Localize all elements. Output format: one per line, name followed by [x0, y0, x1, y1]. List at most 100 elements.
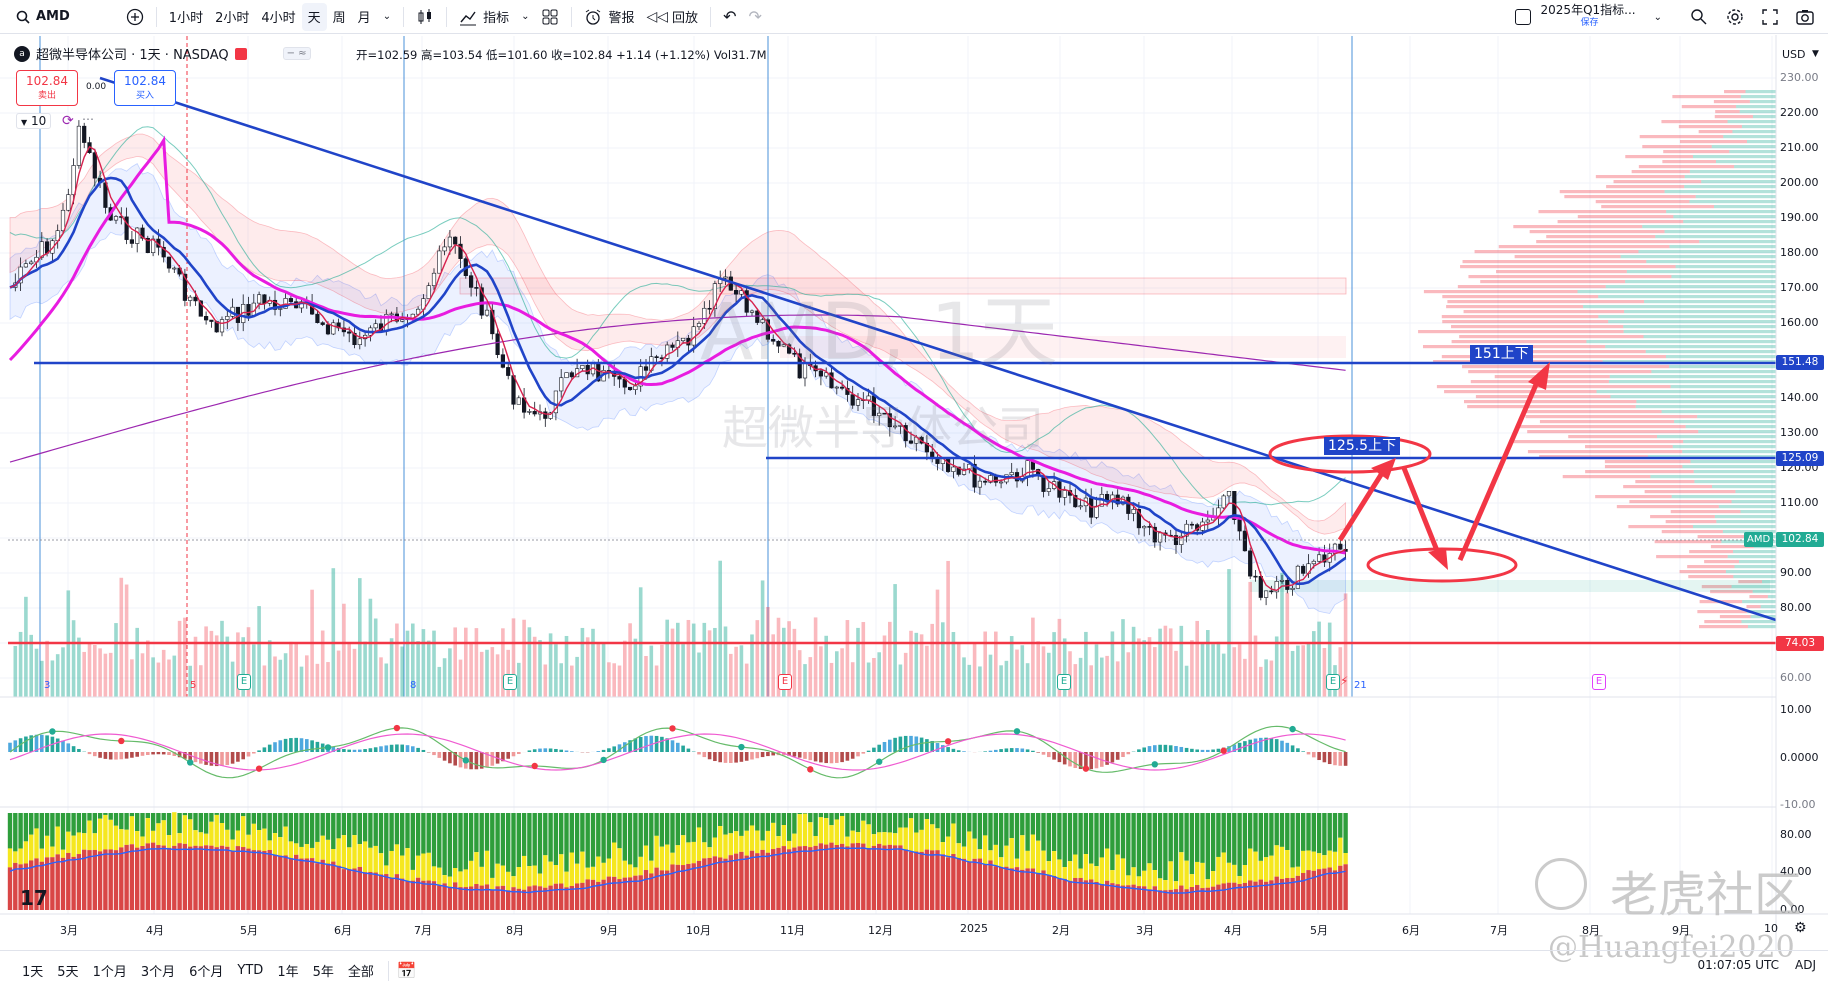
interval-dropdown[interactable]: ⌄ — [377, 3, 397, 31]
osc-red-segment — [1226, 882, 1232, 910]
price-chart[interactable] — [0, 0, 1828, 950]
compare-button[interactable] — [120, 3, 150, 31]
adj-toggle[interactable]: ADJ — [1795, 958, 1816, 972]
macd-line — [9, 725, 1346, 779]
osc-red-segment — [998, 867, 1004, 910]
interval-1w[interactable]: 周 — [332, 11, 346, 26]
time-tick: 7月 — [1490, 924, 1508, 937]
osc-red-segment — [145, 843, 150, 910]
annotation-151[interactable]: 151上下 — [1470, 345, 1533, 363]
range-1y[interactable]: 1年 — [277, 965, 299, 980]
osc-green-segment — [765, 813, 771, 831]
fullscreen-button[interactable] — [1756, 3, 1784, 31]
volume-profile-buy — [1683, 440, 1776, 444]
sync-icon[interactable]: ⟳ — [62, 113, 74, 129]
osc-yellow-segment — [511, 876, 516, 888]
indicator-length-badge[interactable]: ▼ 10 — [16, 113, 52, 129]
range-1d[interactable]: 1天 — [22, 965, 44, 980]
osc-yellow-segment — [744, 830, 749, 856]
macd-histogram-bar — [1084, 752, 1088, 770]
candle-up — [225, 316, 230, 320]
candle-down — [129, 239, 135, 244]
volume-bar — [532, 636, 537, 697]
volume-profile-sell — [1638, 165, 1735, 169]
volume-profile-buy — [1689, 200, 1776, 204]
volume-bar — [909, 630, 913, 697]
replay-button[interactable]: ◁◁ 回放 — [641, 3, 705, 31]
currency-label[interactable]: USD — [1782, 48, 1806, 61]
flag-icon[interactable] — [234, 47, 247, 60]
lightning-icon[interactable]: ⚡ — [1340, 674, 1349, 688]
indicators-button[interactable]: 指标 — [453, 3, 515, 31]
interval-4h[interactable]: 4小时 — [261, 11, 296, 26]
osc-yellow-segment — [108, 819, 113, 850]
tradingview-logo[interactable]: 17 — [20, 886, 48, 910]
range-1m[interactable]: 1个月 — [92, 965, 127, 980]
candle-down — [765, 319, 770, 340]
axis-settings-icon[interactable]: ⚙ — [1794, 920, 1807, 936]
chart-legend[interactable]: a 超微半导体公司 · 1天 · NASDAQ − ≈ — [14, 44, 311, 63]
macd-histogram-bar — [554, 748, 558, 752]
earnings-badge[interactable]: E — [778, 674, 792, 690]
indicators-dropdown[interactable]: ⌄ — [515, 3, 535, 31]
layout-button[interactable]: 2025年Q1指标... 保存 ⌄ — [1509, 3, 1668, 31]
earnings-badge-upcoming[interactable]: E — [1592, 674, 1606, 690]
volume-bar — [538, 640, 542, 697]
range-6m[interactable]: 6个月 — [189, 965, 224, 980]
range-ytd[interactable]: YTD — [237, 963, 264, 978]
more-dots-icon[interactable]: ⋯ — [82, 112, 94, 126]
alert-button[interactable]: 警报 — [578, 3, 640, 31]
volume-profile-sell — [1564, 195, 1696, 199]
settings-button[interactable] — [1720, 3, 1750, 31]
compare-chip-icon[interactable]: − ≈ — [282, 47, 311, 60]
volume-bar — [527, 627, 532, 697]
candle-up — [559, 377, 564, 392]
interval-1d[interactable]: 天 — [301, 2, 327, 31]
earnings-badge[interactable]: E — [1326, 674, 1340, 690]
osc-yellow-segment — [1041, 850, 1046, 871]
earnings-badge[interactable]: E — [503, 674, 517, 690]
osc-green-segment — [29, 813, 34, 835]
annotation-125[interactable]: 125.5上下 — [1324, 437, 1401, 455]
osc-green-segment — [214, 813, 219, 815]
range-5y[interactable]: 5年 — [312, 965, 334, 980]
interval-1h[interactable]: 1小时 — [168, 11, 204, 26]
osc-red-segment — [1301, 872, 1306, 910]
osc-yellow-segment — [135, 831, 140, 848]
osc-green-segment — [352, 813, 357, 836]
volume-bar — [1025, 663, 1030, 697]
symbol-search[interactable]: AMD — [8, 3, 76, 31]
osc-yellow-segment — [967, 831, 972, 862]
osc-red-segment — [1089, 879, 1094, 910]
candle-up — [1142, 526, 1147, 529]
quick-search-button[interactable] — [1684, 3, 1714, 31]
volume-bar — [856, 627, 860, 697]
utc-time[interactable]: 01:07:05 UTC — [1697, 958, 1780, 972]
volume-profile-buy — [1577, 290, 1776, 294]
macd-histogram-bar — [638, 737, 643, 752]
interval-2h[interactable]: 2小时 — [215, 11, 250, 26]
redo-button[interactable]: ↷ — [742, 3, 767, 31]
earnings-badge[interactable]: E — [237, 674, 251, 690]
undo-button[interactable]: ↶ — [717, 3, 742, 31]
volume-bar — [299, 666, 304, 697]
volume-bar — [591, 628, 595, 697]
snapshot-button[interactable] — [1790, 3, 1820, 31]
range-all[interactable]: 全部 — [347, 965, 374, 980]
osc-red-segment — [1099, 884, 1104, 910]
osc-green-segment — [18, 813, 23, 849]
sell-button[interactable]: 102.84 卖出 — [16, 70, 78, 106]
templates-button[interactable] — [535, 3, 565, 31]
date-range-calendar-icon[interactable]: 📅 — [396, 961, 417, 980]
chart-type-button[interactable] — [410, 3, 440, 31]
volume-bar — [172, 655, 177, 697]
volume-bar — [840, 648, 844, 697]
osc-yellow-segment — [972, 838, 977, 859]
buy-button[interactable]: 102.84 买入 — [114, 70, 176, 106]
earnings-badge[interactable]: E — [1057, 674, 1071, 690]
interval-1m[interactable]: 月 — [357, 11, 371, 26]
macd-histogram-bar — [485, 752, 489, 768]
range-5d[interactable]: 5天 — [57, 965, 79, 980]
range-3m[interactable]: 3个月 — [140, 965, 176, 980]
time-tick: 10 — [1764, 922, 1778, 935]
